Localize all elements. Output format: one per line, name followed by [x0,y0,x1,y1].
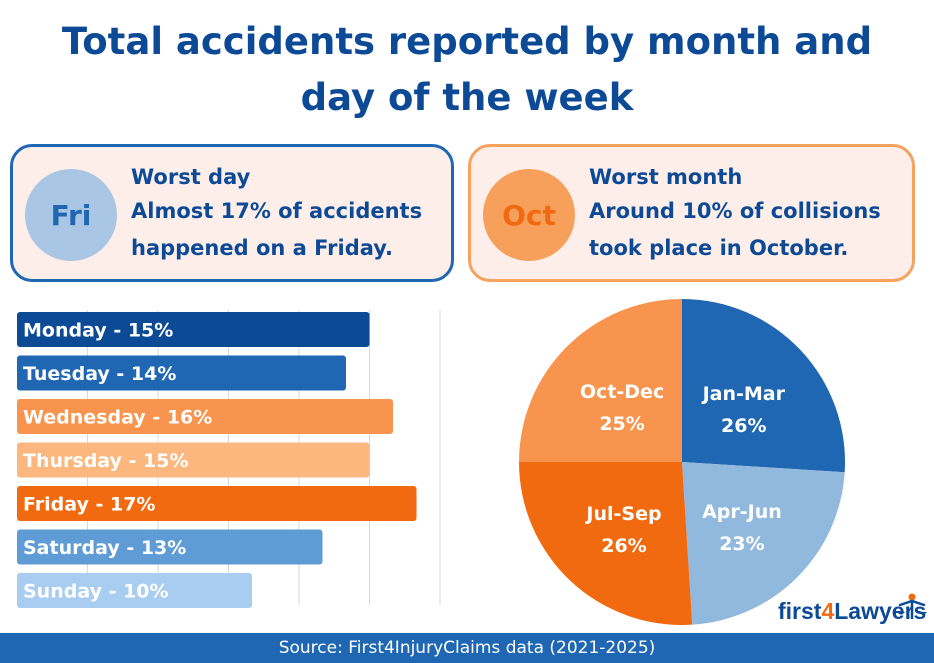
worst-month-badge: Oct [483,169,575,261]
worst-day-card: Fri Worst day Almost 17% of accidents ha… [10,144,454,282]
worst-day-heading: Worst day [131,165,251,189]
bar-label-sunday: Sunday - 10% [23,581,169,603]
bar-label-saturday: Saturday - 13% [23,537,186,559]
worst-month-line-2: took place in October. [589,236,849,260]
pie-label-jul-sep: Jul-Sep [584,503,661,525]
bar-label-friday: Friday - 17% [23,494,155,516]
pie-slice-oct-dec [519,299,682,462]
pie-label-jan-mar: Jan-Mar [701,383,786,405]
pie-slice-apr-jun [682,462,845,625]
worst-day-text: Worst day Almost 17% of accidents happen… [131,161,422,267]
bar-monday [17,312,370,347]
pie-value-oct-dec: 25% [599,413,644,435]
worst-month-card: Oct Worst month Around 10% of collisions… [468,144,915,282]
worst-month-line-1: Around 10% of collisions [589,199,881,223]
bar-thursday [17,442,370,478]
bar-label-tuesday: Tuesday - 14% [23,363,176,385]
bar-label-thursday: Thursday - 15% [23,450,189,472]
pie-value-apr-jun: 23% [719,533,764,555]
worst-day-badge: Fri [25,169,117,261]
bar-tuesday [17,355,346,391]
pie-label-apr-jun: Apr-Jun [702,501,782,523]
logo-digit: 4 [821,598,835,624]
pie-slice-jan-mar [682,299,846,473]
pie-value-jul-sep: 26% [601,535,646,557]
pie-value-jan-mar: 26% [721,415,766,437]
pie-label-oct-dec: Oct-Dec [580,381,664,403]
source-footer: Source: First4InjuryClaims data (2021-20… [0,633,934,663]
page-title: Total accidents reported by month and da… [0,14,934,126]
bar-wednesday [17,399,393,434]
title-line-2: day of the week [300,76,634,119]
bar-saturday [17,529,323,565]
day-of-week-bar-chart: Monday - 15% Tuesday - 14% Wednesday - 16%… [17,310,441,608]
worst-day-line-2: happened on a Friday. [131,236,393,260]
worst-month-heading: Worst month [589,165,743,189]
bar-sunday [17,573,252,608]
worst-day-line-1: Almost 17% of accidents [131,199,423,223]
title-line-1: Total accidents reported by month and [61,20,873,63]
scales-of-justice-icon [897,593,927,619]
quarter-pie-chart: Jan-Mar 26% Apr-Jun 23% Jul-Sep 26% Oct-Dec 25% [519,299,846,626]
bar-friday [17,486,417,521]
worst-month-text: Worst month Around 10% of collisions too… [589,161,881,267]
logo-prefix: first [778,598,822,624]
bar-label-wednesday: Wednesday - 16% [23,407,212,429]
pie-slice-jul-sep [519,462,693,626]
bar-label-monday: Monday - 15% [23,320,173,342]
